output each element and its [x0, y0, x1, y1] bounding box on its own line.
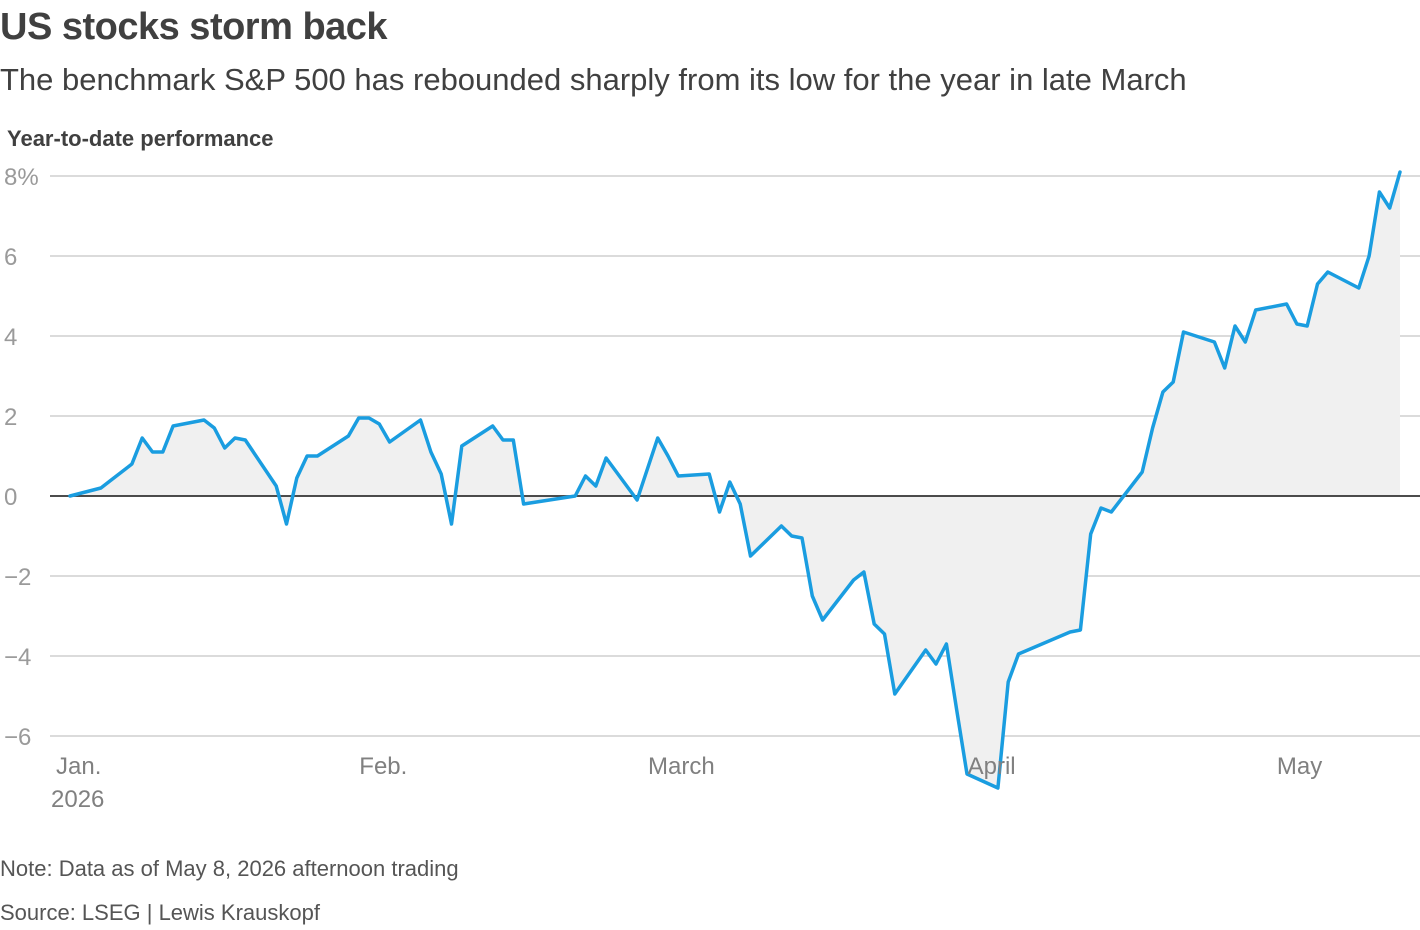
- y-tick-label: −6: [4, 724, 31, 751]
- y-tick-label: 8%: [4, 164, 39, 191]
- source-credit: Source: LSEG | Lewis Krauskopf: [0, 900, 320, 925]
- y-tick-label: 6: [4, 244, 17, 271]
- y-tick-labels: 8% 6 4 2 0 −2 −4 −6: [4, 164, 39, 751]
- chart-subtitle: The benchmark S&P 500 has rebounded shar…: [0, 62, 1187, 97]
- y-tick-label: 4: [4, 324, 17, 351]
- x-tick-sublabel: 2026: [51, 786, 104, 813]
- x-tick-label: Feb.: [359, 753, 407, 780]
- chart-title: US stocks storm back: [0, 6, 388, 48]
- x-tick-label: March: [648, 753, 715, 780]
- y-tick-label: 0: [4, 484, 17, 511]
- y-tick-label: −4: [4, 644, 31, 671]
- footnote: Note: Data as of May 8, 2026 afternoon t…: [0, 856, 459, 881]
- series-line: [68, 170, 1402, 790]
- x-tick-label: May: [1277, 753, 1322, 780]
- series-area: [70, 172, 1400, 788]
- y-tick-label: 2: [4, 404, 17, 431]
- y-axis-label: Year-to-date performance: [7, 126, 274, 151]
- x-tick-label: Jan.: [56, 753, 101, 780]
- x-tick-label: April: [968, 753, 1016, 780]
- y-tick-label: −2: [4, 564, 31, 591]
- x-tick-labels: Jan. 2026 Feb. March April May: [51, 753, 1322, 813]
- line-chart: 8% 6 4 2 0 −2 −4 −6 Jan. 2026 Feb. March April May: [4, 164, 1420, 813]
